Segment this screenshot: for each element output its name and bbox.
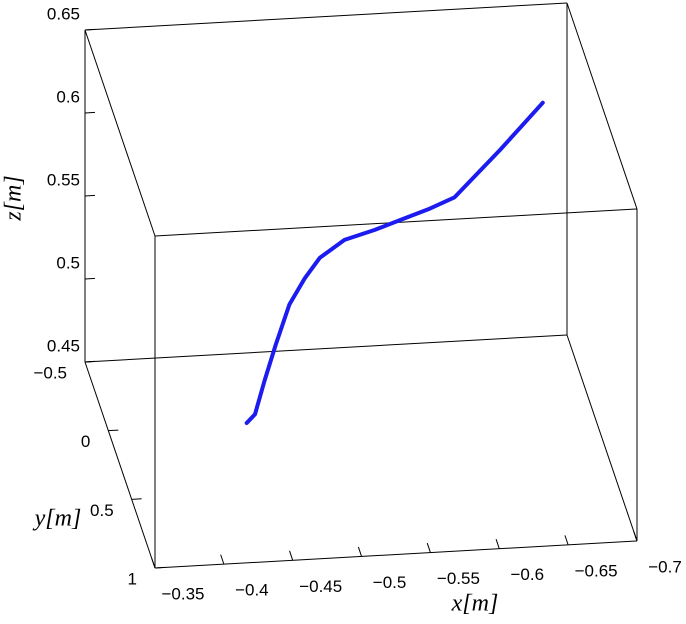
x-tick-label: −0.4 — [235, 581, 269, 600]
x-tick-label: −0.5 — [373, 573, 407, 592]
x-tick-label: −0.65 — [575, 561, 618, 580]
z-tick — [84, 28, 96, 31]
x-tick-label: −0.45 — [299, 577, 342, 596]
x-tick-label: −0.6 — [511, 565, 545, 584]
box-edge — [566, 334, 638, 542]
z-tick-label: 0.65 — [47, 4, 80, 23]
y-tick-label: 1 — [128, 569, 137, 588]
y-axis-label: y[m] — [33, 506, 82, 532]
x-tick — [220, 554, 225, 565]
x-tick — [289, 550, 294, 561]
z-tick — [84, 194, 96, 197]
x-tick — [633, 531, 638, 542]
x-tick-label: −0.7 — [648, 557, 682, 576]
z-tick-label: 0.45 — [47, 336, 80, 355]
x-axis-label: x[m] — [451, 591, 499, 617]
x-tick — [495, 539, 500, 549]
trajectory — [244, 100, 545, 425]
box-edge — [84, 361, 156, 569]
y-tick-label: 0 — [81, 432, 90, 451]
z-tick — [84, 360, 96, 363]
z-tick-label: 0.6 — [56, 87, 80, 106]
z-axis-label: z[m] — [1, 175, 27, 221]
z-tick-label: 0.55 — [47, 170, 80, 189]
box-edge — [84, 2, 568, 31]
x-tick-label: −0.35 — [161, 584, 204, 603]
z-tick-label: 0.5 — [56, 253, 80, 272]
x-tick-label: −0.55 — [437, 569, 480, 588]
box-edge — [84, 29, 156, 237]
z-tick — [84, 277, 96, 280]
x-tick — [426, 542, 431, 553]
x-tick — [357, 546, 363, 557]
y-tick — [154, 566, 166, 569]
y-tick-label: 0.5 — [90, 501, 114, 520]
x-tick — [151, 558, 156, 569]
y-tick — [131, 498, 142, 500]
z-tick — [84, 111, 96, 114]
box-edge — [154, 540, 638, 569]
x-tick — [564, 535, 569, 546]
y-tick-label: −0.5 — [33, 363, 67, 382]
box-edge — [566, 2, 638, 210]
box-edge — [84, 334, 568, 363]
y-tick — [108, 429, 119, 432]
